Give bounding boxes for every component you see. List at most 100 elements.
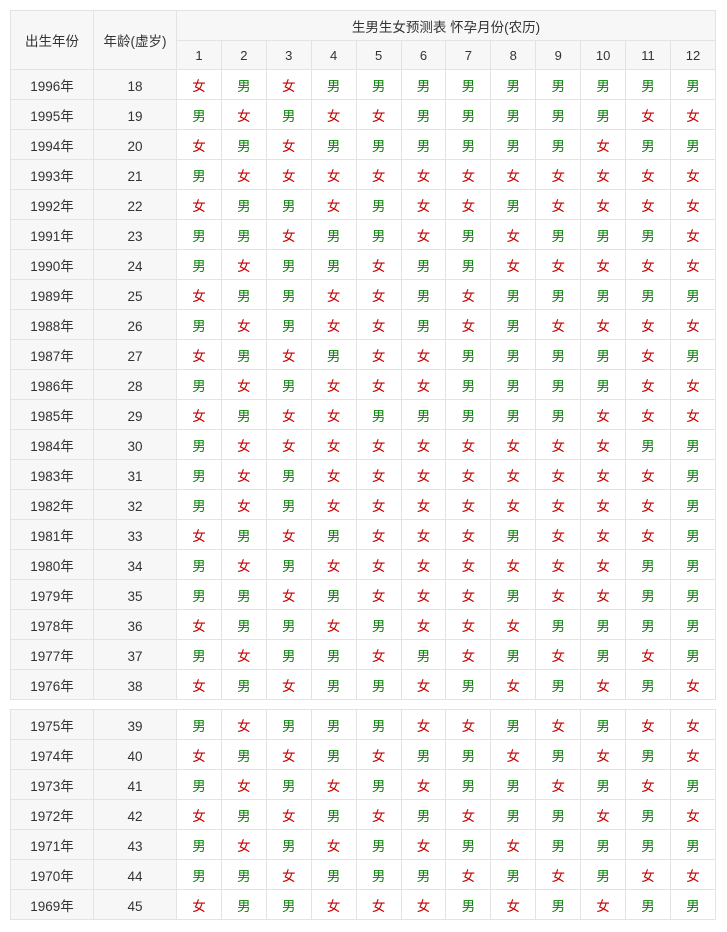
prediction-girl-cell: 女	[445, 519, 492, 550]
prediction-girl-cell: 女	[490, 889, 537, 920]
prediction-boy-cell: 男	[669, 579, 717, 610]
prediction-boy-cell: 男	[176, 429, 222, 460]
age-cell: 35	[93, 579, 177, 610]
prediction-girl-cell: 女	[445, 709, 492, 740]
prediction-girl-cell: 女	[355, 309, 402, 340]
prediction-boy-cell: 男	[400, 69, 447, 100]
age-cell: 21	[93, 159, 177, 190]
prediction-girl-cell: 女	[625, 339, 671, 370]
prediction-girl-cell: 女	[265, 159, 312, 190]
prediction-girl-cell: 女	[310, 459, 357, 490]
header-month-7: 7	[445, 40, 492, 70]
prediction-girl-cell: 女	[400, 369, 447, 400]
age-cell: 25	[93, 279, 177, 310]
prediction-boy-cell: 男	[265, 609, 312, 640]
birth-year-cell: 1985年	[10, 399, 94, 430]
prediction-boy-cell: 男	[490, 769, 537, 800]
birth-year-cell: 1988年	[10, 309, 94, 340]
table-row: 1971年 43 男女男女男女男女男男男男	[10, 829, 717, 860]
age-cell: 43	[93, 829, 177, 860]
prediction-boy-cell: 男	[580, 829, 627, 860]
prediction-girl-cell: 女	[535, 309, 582, 340]
prediction-girl-cell: 女	[580, 159, 627, 190]
prediction-boy-cell: 男	[355, 399, 402, 430]
prediction-girl-cell: 女	[265, 799, 312, 830]
prediction-boy-cell: 男	[310, 709, 357, 740]
prediction-girl-cell: 女	[580, 889, 627, 920]
prediction-boy-cell: 男	[669, 339, 717, 370]
prediction-girl-cell: 女	[355, 639, 402, 670]
prediction-boy-cell: 男	[535, 339, 582, 370]
prediction-boy-cell: 男	[445, 339, 492, 370]
prediction-boy-cell: 男	[669, 639, 717, 670]
age-cell: 36	[93, 609, 177, 640]
prediction-girl-cell: 女	[220, 369, 267, 400]
prediction-girl-cell: 女	[625, 309, 671, 340]
birth-year-cell: 1973年	[10, 769, 94, 800]
prediction-girl-cell: 女	[400, 769, 447, 800]
prediction-girl-cell: 女	[220, 639, 267, 670]
prediction-boy-cell: 男	[220, 339, 267, 370]
prediction-girl-cell: 女	[490, 609, 537, 640]
prediction-boy-cell: 男	[669, 489, 717, 520]
prediction-boy-cell: 男	[445, 769, 492, 800]
age-cell: 19	[93, 99, 177, 130]
prediction-girl-cell: 女	[220, 249, 267, 280]
prediction-girl-cell: 女	[535, 159, 582, 190]
birth-year-cell: 1996年	[10, 69, 94, 100]
prediction-boy-cell: 男	[625, 429, 671, 460]
prediction-girl-cell: 女	[625, 189, 671, 220]
prediction-girl-cell: 女	[265, 129, 312, 160]
prediction-boy-cell: 男	[176, 459, 222, 490]
prediction-girl-cell: 女	[220, 459, 267, 490]
prediction-boy-cell: 男	[580, 639, 627, 670]
prediction-boy-cell: 男	[176, 369, 222, 400]
table-row: 1979年 35 男男女男女女女男女女男男	[10, 579, 717, 610]
prediction-girl-cell: 女	[490, 429, 537, 460]
prediction-boy-cell: 男	[400, 399, 447, 430]
prediction-boy-cell: 男	[220, 189, 267, 220]
table-row: 1988年 26 男女男女女男女男女女女女	[10, 309, 717, 340]
table-row: 1983年 31 男女男女女女女女女女女男	[10, 459, 717, 490]
prediction-boy-cell: 男	[176, 219, 222, 250]
prediction-boy-cell: 男	[310, 339, 357, 370]
header-month-11: 11	[625, 40, 671, 70]
age-cell: 30	[93, 429, 177, 460]
prediction-girl-cell: 女	[535, 429, 582, 460]
prediction-boy-cell: 男	[580, 339, 627, 370]
prediction-girl-cell: 女	[625, 639, 671, 670]
table-row: 1974年 40 女男女男女男男女男女男女	[10, 739, 717, 770]
prediction-girl-cell: 女	[445, 279, 492, 310]
prediction-boy-cell: 男	[535, 889, 582, 920]
prediction-girl-cell: 女	[535, 859, 582, 890]
prediction-girl-cell: 女	[669, 159, 717, 190]
prediction-boy-cell: 男	[355, 129, 402, 160]
prediction-boy-cell: 男	[220, 519, 267, 550]
age-cell: 18	[93, 69, 177, 100]
prediction-boy-cell: 男	[535, 69, 582, 100]
prediction-boy-cell: 男	[355, 609, 402, 640]
prediction-girl-cell: 女	[355, 279, 402, 310]
prediction-boy-cell: 男	[490, 339, 537, 370]
prediction-boy-cell: 男	[669, 829, 717, 860]
prediction-girl-cell: 女	[400, 609, 447, 640]
birth-year-cell: 1972年	[10, 799, 94, 830]
prediction-boy-cell: 男	[490, 129, 537, 160]
prediction-girl-cell: 女	[176, 339, 222, 370]
prediction-boy-cell: 男	[669, 889, 717, 920]
prediction-boy-cell: 男	[625, 829, 671, 860]
prediction-girl-cell: 女	[310, 769, 357, 800]
prediction-girl-cell: 女	[535, 639, 582, 670]
prediction-boy-cell: 男	[176, 549, 222, 580]
prediction-boy-cell: 男	[220, 669, 267, 700]
table-row: 1985年 29 女男女女男男男男男女女女	[10, 399, 717, 430]
prediction-girl-cell: 女	[445, 489, 492, 520]
prediction-boy-cell: 男	[535, 219, 582, 250]
prediction-boy-cell: 男	[490, 639, 537, 670]
prediction-boy-cell: 男	[220, 579, 267, 610]
prediction-girl-cell: 女	[580, 489, 627, 520]
prediction-girl-cell: 女	[625, 769, 671, 800]
prediction-girl-cell: 女	[625, 489, 671, 520]
table-row: 1986年 28 男女男女女女男男男男女女	[10, 369, 717, 400]
prediction-boy-cell: 男	[265, 279, 312, 310]
